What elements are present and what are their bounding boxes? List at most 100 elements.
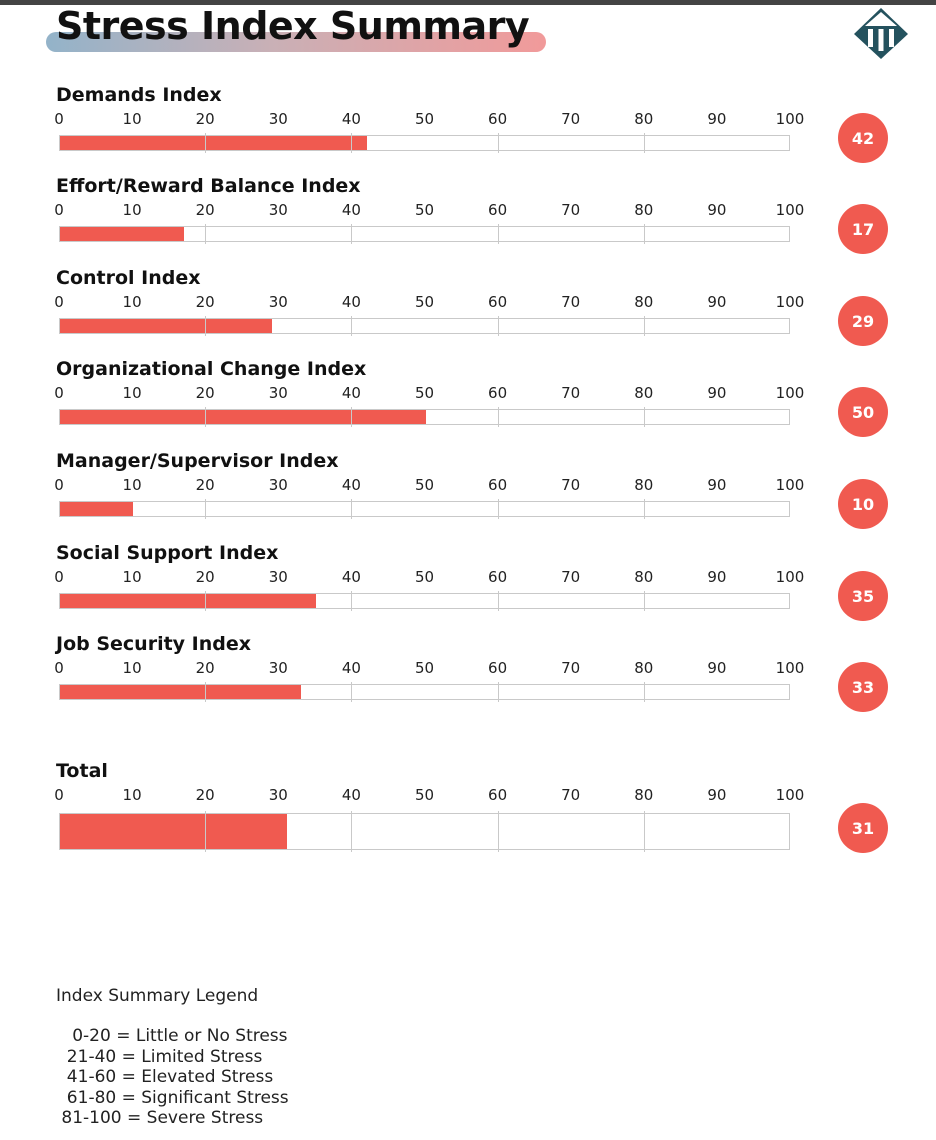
gridline <box>643 682 645 702</box>
gridline <box>497 224 499 244</box>
bar-label: Organizational Change Index <box>56 358 367 380</box>
tick-label: 90 <box>707 476 727 494</box>
tick-label: 80 <box>634 659 654 677</box>
tick-label: 20 <box>195 201 215 219</box>
bar <box>60 502 134 516</box>
tick-label: 30 <box>268 201 288 219</box>
tick-label: 60 <box>488 201 508 219</box>
bar-track <box>59 501 790 517</box>
tick-label: 30 <box>268 110 288 128</box>
tick-label: 20 <box>195 110 215 128</box>
tick-label: 40 <box>341 786 361 804</box>
tick-label: 80 <box>634 384 654 402</box>
bar-label: Control Index <box>56 267 201 289</box>
tick-label: 50 <box>414 384 435 402</box>
gridline <box>643 133 645 153</box>
tick-label: 50 <box>414 201 435 219</box>
tick-label: 70 <box>561 659 581 677</box>
tick-label: 40 <box>341 293 361 311</box>
tick-label: 90 <box>707 201 727 219</box>
diamond-building-logo-icon <box>854 8 908 59</box>
gridline <box>351 224 353 244</box>
bar-track <box>59 226 790 242</box>
tick-label: 100 <box>775 659 805 677</box>
tick-label: 50 <box>414 293 435 311</box>
tick-label: 90 <box>707 786 727 804</box>
legend-item: 81-100 = Severe Stress <box>56 1108 264 1128</box>
bar-track <box>59 135 790 151</box>
tick-label: 40 <box>341 659 361 677</box>
tick-label: 10 <box>122 659 142 677</box>
tick-label: 10 <box>122 476 142 494</box>
tick-label: 30 <box>268 293 288 311</box>
tick-label: 60 <box>488 568 508 586</box>
bar <box>60 319 272 333</box>
gridline <box>351 316 353 336</box>
tick-label: 100 <box>775 786 805 804</box>
tick-label: 100 <box>775 476 805 494</box>
value-badge: 33 <box>838 662 888 712</box>
tick-label: 70 <box>561 568 581 586</box>
tick-label: 60 <box>488 384 508 402</box>
tick-label: 100 <box>775 201 805 219</box>
value-badge: 35 <box>838 571 888 621</box>
tick-label: 70 <box>561 476 581 494</box>
bar <box>60 227 185 241</box>
tick-label: 40 <box>341 568 361 586</box>
value-badge: 50 <box>838 387 888 437</box>
tick-label: 90 <box>707 384 727 402</box>
bar <box>60 594 316 608</box>
value-badge: 17 <box>838 204 888 254</box>
tick-label: 60 <box>488 659 508 677</box>
tick-label: 0 <box>54 384 64 402</box>
tick-label: 50 <box>414 110 435 128</box>
tick-label: 0 <box>54 786 64 804</box>
tick-label: 40 <box>341 476 361 494</box>
bar-label: Demands Index <box>56 84 222 106</box>
gridline <box>497 811 499 852</box>
tick-label: 30 <box>268 476 288 494</box>
tick-label: 70 <box>561 384 581 402</box>
tick-label: 50 <box>414 786 435 804</box>
tick-label: 60 <box>488 476 508 494</box>
tick-label: 30 <box>268 659 288 677</box>
tick-label: 40 <box>341 384 361 402</box>
tick-label: 30 <box>268 384 288 402</box>
bar <box>60 685 302 699</box>
tick-label: 0 <box>54 201 64 219</box>
tick-label: 70 <box>561 201 581 219</box>
tick-label: 50 <box>414 476 435 494</box>
tick-label: 0 <box>54 293 64 311</box>
bar <box>60 136 368 150</box>
gridline <box>351 407 353 427</box>
gridline <box>497 133 499 153</box>
legend-item: 0-20 = Little or No Stress <box>56 1026 288 1046</box>
gridline <box>351 133 353 153</box>
gridline <box>643 811 645 852</box>
tick-label: 80 <box>634 110 654 128</box>
gridline <box>205 682 207 702</box>
gridline <box>497 591 499 611</box>
tick-label: 90 <box>707 293 727 311</box>
tick-label: 60 <box>488 110 508 128</box>
bar-track <box>59 318 790 334</box>
bar <box>60 814 287 849</box>
gridline <box>205 316 207 336</box>
tick-label: 0 <box>54 110 64 128</box>
legend-title: Index Summary Legend <box>56 986 259 1006</box>
index-summary-legend: Index Summary Legend 0-20 = Little or No… <box>56 986 289 1129</box>
tick-label: 20 <box>195 568 215 586</box>
gridline <box>497 407 499 427</box>
gridline <box>205 811 207 852</box>
gridline <box>497 682 499 702</box>
gridline <box>351 811 353 852</box>
tick-label: 60 <box>488 293 508 311</box>
value-badge: 42 <box>838 113 888 163</box>
bar-track <box>59 409 790 425</box>
tick-label: 80 <box>634 476 654 494</box>
tick-label: 70 <box>561 786 581 804</box>
legend-item: 41-60 = Elevated Stress <box>56 1067 274 1087</box>
page-title: Stress Index Summary <box>56 4 530 48</box>
tick-label: 0 <box>54 568 64 586</box>
bar-track <box>59 813 790 850</box>
